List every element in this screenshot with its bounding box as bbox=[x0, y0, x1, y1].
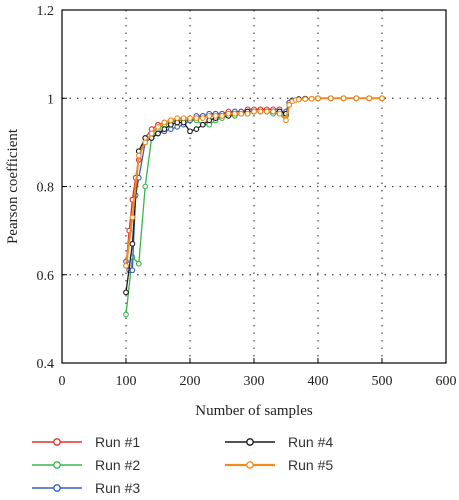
legend: Run #1 Run #2 Run #3 Run #4 Run #5 bbox=[32, 434, 333, 496]
data-point bbox=[327, 95, 334, 102]
legend-item: Run #2 bbox=[32, 457, 140, 473]
data-point bbox=[206, 113, 213, 119]
data-point bbox=[379, 95, 385, 102]
data-point bbox=[251, 108, 257, 115]
data-point bbox=[161, 119, 168, 126]
data-point bbox=[244, 110, 251, 117]
data-point bbox=[129, 214, 136, 221]
legend-label: Run #5 bbox=[288, 457, 333, 473]
x-tick-label: 600 bbox=[436, 374, 457, 389]
data-point bbox=[135, 152, 142, 159]
data-point bbox=[302, 96, 309, 102]
data-point bbox=[199, 115, 206, 121]
data-point bbox=[308, 95, 315, 102]
y-tick-label: 1.2 bbox=[37, 4, 55, 19]
data-point bbox=[161, 126, 168, 132]
data-point bbox=[257, 108, 264, 115]
legend-label: Run #1 bbox=[95, 434, 140, 450]
data-point bbox=[187, 115, 193, 121]
data-point bbox=[353, 95, 360, 102]
data-point bbox=[238, 110, 245, 117]
data-point bbox=[135, 260, 142, 267]
data-point bbox=[199, 121, 206, 128]
data-point bbox=[167, 117, 174, 124]
data-point bbox=[193, 115, 200, 121]
legend-item: Run #4 bbox=[225, 434, 333, 450]
legend-swatch-marker bbox=[246, 461, 254, 469]
x-tick-label: 0 bbox=[59, 374, 66, 389]
legend-swatch-marker bbox=[53, 438, 61, 446]
data-point bbox=[231, 110, 238, 117]
data-point bbox=[129, 267, 136, 274]
data-point bbox=[180, 115, 187, 121]
y-tick-label: 0.4 bbox=[37, 357, 55, 372]
data-point bbox=[315, 95, 321, 102]
data-point bbox=[148, 130, 155, 137]
data-point bbox=[263, 108, 270, 115]
data-point bbox=[283, 117, 289, 124]
data-point bbox=[123, 311, 129, 318]
legend-label: Run #3 bbox=[95, 480, 140, 496]
y-tick-label: 1 bbox=[47, 92, 54, 107]
series-layer bbox=[123, 95, 385, 318]
axis-ticks: 0 100 200 300 400 500 600 0.4 0.6 0.8 1 1.2 bbox=[37, 4, 457, 389]
legend-label: Run #4 bbox=[288, 434, 333, 450]
x-tick-label: 200 bbox=[180, 374, 201, 389]
legend-swatch-marker bbox=[246, 438, 254, 446]
data-point bbox=[340, 95, 347, 102]
data-point bbox=[366, 95, 373, 102]
x-tick-label: 400 bbox=[308, 374, 329, 389]
data-point bbox=[286, 102, 293, 108]
x-tick-label: 100 bbox=[116, 374, 137, 389]
legend-swatch-marker bbox=[53, 461, 61, 469]
x-tick-label: 500 bbox=[372, 374, 393, 389]
data-point bbox=[142, 183, 149, 190]
legend-swatch-marker bbox=[53, 484, 61, 492]
data-point bbox=[225, 110, 232, 117]
y-tick-label: 0.6 bbox=[37, 269, 55, 284]
legend-item: Run #1 bbox=[32, 434, 140, 450]
data-point bbox=[295, 96, 302, 103]
legend-item: Run #5 bbox=[225, 457, 333, 473]
data-point bbox=[129, 241, 136, 247]
x-tick-label: 300 bbox=[244, 374, 265, 389]
grid-lines bbox=[62, 10, 446, 363]
data-point bbox=[187, 128, 193, 135]
series-5 bbox=[123, 95, 385, 269]
legend-label: Run #2 bbox=[95, 457, 140, 473]
y-axis-title: Pearson coefficient bbox=[5, 128, 21, 244]
data-point bbox=[155, 130, 161, 137]
data-point bbox=[276, 110, 283, 117]
legend-item: Run #3 bbox=[32, 480, 140, 496]
data-point bbox=[193, 126, 200, 132]
y-tick-label: 0.8 bbox=[37, 181, 55, 196]
data-point bbox=[174, 115, 181, 121]
data-point bbox=[123, 263, 129, 269]
data-point bbox=[142, 139, 149, 146]
data-point bbox=[123, 289, 129, 296]
data-point bbox=[270, 108, 277, 115]
x-axis-title: Number of samples bbox=[195, 403, 313, 419]
data-point bbox=[212, 113, 219, 119]
data-point bbox=[155, 124, 161, 130]
data-point bbox=[219, 113, 225, 119]
